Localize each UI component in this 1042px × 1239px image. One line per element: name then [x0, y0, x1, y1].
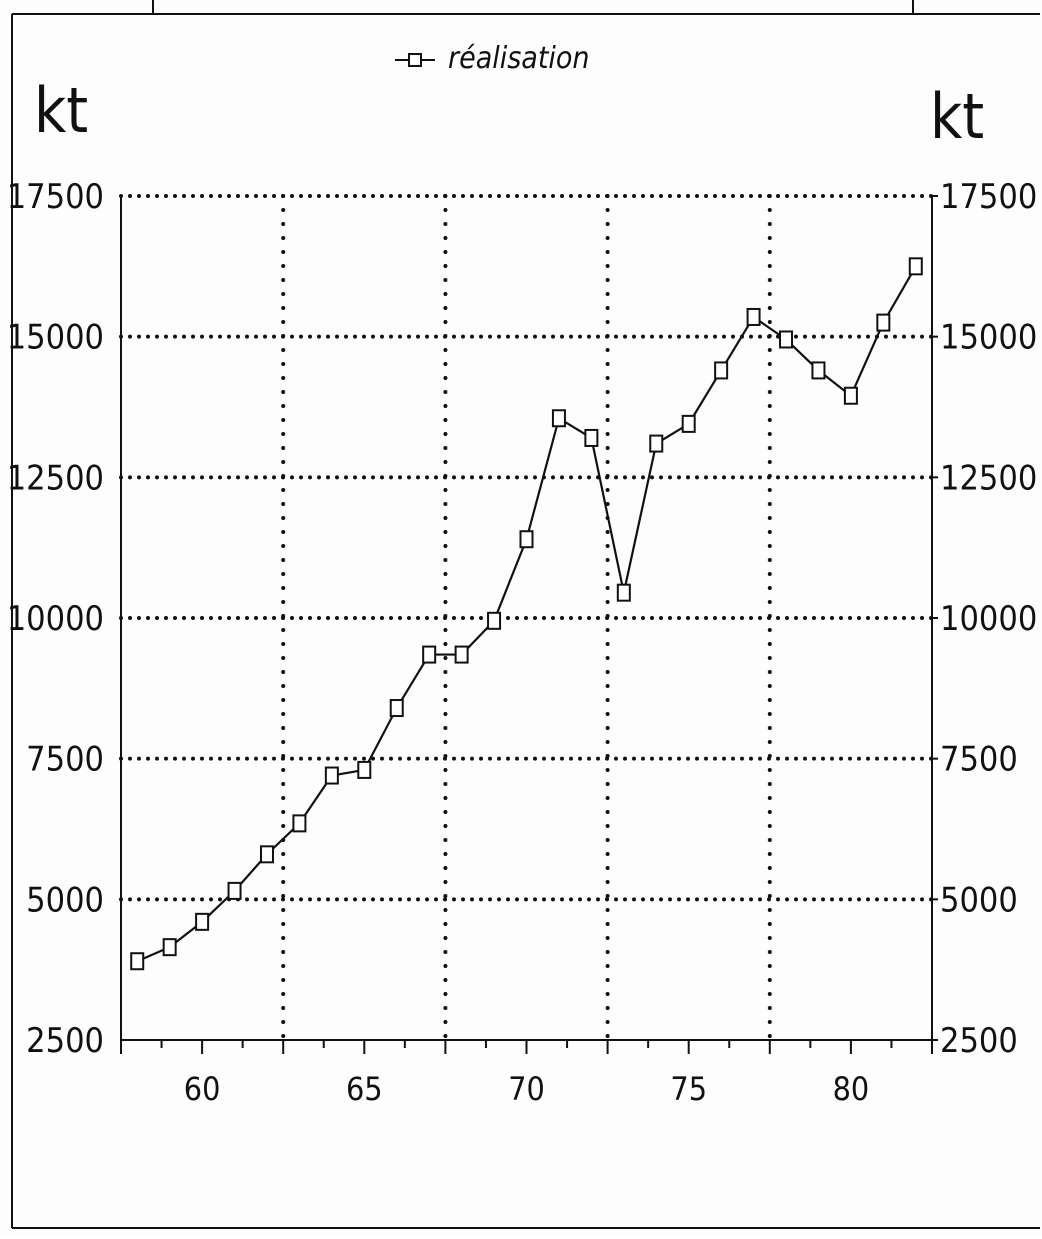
- data-point-marker: [779, 330, 794, 349]
- x-tick-label: 70: [508, 1070, 545, 1108]
- data-point-marker: [227, 881, 242, 900]
- y-tick-label-left: 2500: [26, 1021, 104, 1061]
- x-tick-label: 65: [346, 1070, 383, 1108]
- data-point-marker: [681, 414, 696, 433]
- grid-lines: [119, 194, 934, 1042]
- data-point-marker: [811, 361, 826, 380]
- data-point-marker: [551, 409, 566, 428]
- y-tick-label-right: 7500: [940, 740, 1018, 780]
- legend-label: réalisation: [448, 41, 590, 76]
- y-tick-label-right: 15000: [940, 318, 1037, 358]
- data-point-marker: [324, 766, 339, 785]
- series-realisation: [130, 257, 923, 971]
- data-point-marker: [649, 434, 664, 453]
- y-tick-label-left: 7500: [26, 740, 104, 780]
- y-tick-label-left: 15000: [7, 318, 104, 358]
- data-point-marker: [357, 760, 372, 779]
- data-point-marker: [389, 699, 404, 718]
- x-tick-label: 75: [670, 1070, 707, 1108]
- data-point-marker: [616, 583, 631, 602]
- data-point-marker: [422, 645, 437, 664]
- legend: réalisation: [395, 41, 590, 76]
- axes: [120, 196, 933, 1050]
- data-point-marker: [454, 645, 469, 664]
- data-point-marker: [908, 257, 923, 276]
- data-point-marker: [130, 952, 145, 971]
- y-tick-label-right: 10000: [940, 599, 1037, 639]
- y-tick-label-right: 5000: [940, 880, 1018, 920]
- legend-marker: [408, 53, 422, 67]
- data-point-marker: [843, 386, 858, 405]
- y-tick-label-right: 2500: [940, 1021, 1018, 1061]
- data-point-marker: [584, 428, 599, 447]
- series-line-realisation: [136, 265, 917, 963]
- x-tick-label: 80: [833, 1070, 870, 1108]
- x-tick-label: 60: [184, 1070, 221, 1108]
- y-tick-label-right: 12500: [940, 458, 1037, 498]
- data-point-marker: [162, 938, 177, 957]
- data-point-marker: [259, 845, 274, 864]
- x-axis-ticks: 60 65 70 75 80: [120, 1040, 933, 1108]
- y-unit-right: kt: [930, 80, 984, 153]
- data-point-marker: [292, 814, 307, 833]
- data-point-marker: [195, 912, 210, 931]
- y-tick-label-left: 5000: [26, 880, 104, 920]
- y-axis-left-ticks: 2500 5000 7500 10000 12500 15000 17500: [7, 177, 104, 1061]
- y-tick-label-right: 17500: [940, 177, 1037, 217]
- y-tick-label-left: 12500: [7, 458, 104, 498]
- data-point-marker: [746, 307, 761, 326]
- y-tick-label-left: 17500: [7, 177, 104, 217]
- data-point-marker: [714, 361, 729, 380]
- y-tick-label-left: 10000: [7, 599, 104, 639]
- y-axis-right-ticks: 2500 5000 7500 10000 12500 15000 17500: [932, 177, 1037, 1061]
- data-point-marker: [487, 611, 502, 630]
- data-point-marker: [519, 530, 534, 549]
- y-unit-left: kt: [34, 74, 88, 147]
- data-point-marker: [876, 313, 891, 332]
